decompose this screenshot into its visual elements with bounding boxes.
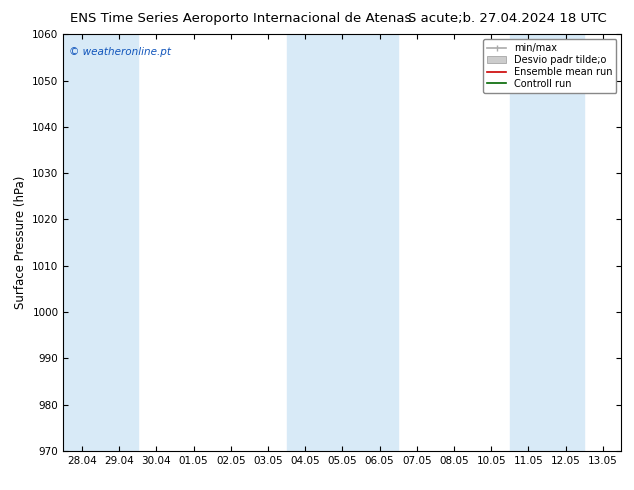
Text: ENS Time Series Aeroporto Internacional de Atenas: ENS Time Series Aeroporto Internacional … (70, 12, 411, 25)
Legend: min/max, Desvio padr tilde;o, Ensemble mean run, Controll run: min/max, Desvio padr tilde;o, Ensemble m… (483, 39, 616, 93)
Bar (287, 34, 398, 451)
Bar (63, 34, 138, 451)
Text: S acute;b. 27.04.2024 18 UTC: S acute;b. 27.04.2024 18 UTC (408, 12, 607, 25)
Y-axis label: Surface Pressure (hPa): Surface Pressure (hPa) (14, 176, 27, 309)
Text: © weatheronline.pt: © weatheronline.pt (69, 47, 171, 57)
Bar (510, 34, 584, 451)
